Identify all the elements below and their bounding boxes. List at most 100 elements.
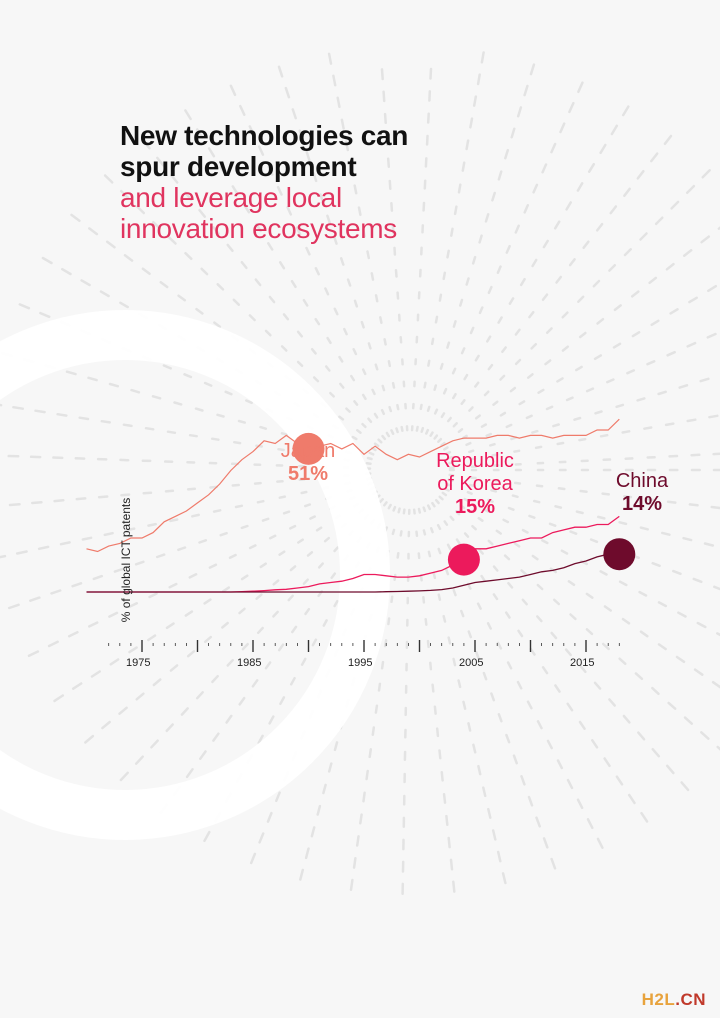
background-dash [27, 650, 40, 658]
background-dash [711, 680, 720, 689]
background-dash [222, 586, 231, 593]
background-dash [101, 720, 111, 730]
background-dash [268, 534, 277, 540]
background-dash [304, 847, 310, 860]
background-dash [92, 574, 104, 581]
background-dash [216, 283, 225, 291]
background-dash [387, 617, 391, 626]
background-dash [431, 501, 436, 508]
background-dash [295, 226, 302, 236]
background-dash [557, 487, 566, 491]
background-dash [491, 191, 496, 202]
background-dash [509, 386, 517, 393]
background-dash [315, 526, 323, 532]
background-dash [221, 621, 229, 629]
background-dash [311, 638, 318, 647]
background-dash [267, 242, 274, 251]
background-dash [438, 749, 442, 760]
background-dash [361, 368, 367, 376]
background-dash [599, 570, 608, 576]
background-dash [513, 542, 521, 548]
callout-korea-line-1: Republic [436, 450, 514, 472]
background-dash [568, 258, 576, 267]
background-dash [657, 643, 667, 651]
background-dash [622, 714, 631, 724]
background-dash [391, 224, 395, 234]
background-dash [682, 536, 693, 542]
background-dash [259, 562, 267, 569]
background-dash [424, 617, 428, 626]
title-line-1: New technologies can [120, 120, 409, 151]
background-dash [339, 257, 345, 266]
background-dash [383, 112, 387, 125]
series-line-japan [86, 418, 620, 553]
background-dash [383, 639, 388, 648]
background-dash [525, 414, 533, 420]
background-dash [555, 275, 563, 284]
background-dash [430, 337, 435, 346]
background-dash [521, 528, 529, 534]
background-dash [553, 220, 561, 230]
background-dash [53, 499, 65, 503]
background-dash [528, 310, 535, 319]
callout-japan-value: 51% [287, 463, 329, 485]
background-dash [566, 702, 574, 712]
background-dash [693, 668, 704, 676]
background-dash [427, 359, 431, 367]
background-dash [173, 401, 183, 406]
background-dash [518, 400, 526, 406]
background-dash [459, 298, 464, 307]
background-dash [440, 771, 444, 782]
background-dash [261, 517, 270, 522]
background-dash [399, 530, 403, 537]
background-dash [454, 510, 461, 516]
background-dash [390, 595, 394, 604]
background-dash [240, 260, 248, 270]
background-dash [666, 500, 677, 504]
background-dash [426, 112, 430, 124]
background-dash [513, 449, 521, 453]
background-dash [275, 791, 281, 803]
background-dash [640, 811, 649, 823]
background-dash [18, 303, 31, 310]
background-dash [685, 184, 696, 195]
background-dash [226, 243, 234, 253]
background-dash [396, 403, 400, 411]
background-dash [442, 387, 448, 395]
background-dash [568, 101, 575, 114]
background-dash [165, 622, 175, 630]
background-dash [639, 526, 649, 531]
background-dash [327, 52, 333, 65]
background-dash [467, 630, 473, 639]
background-dash [474, 381, 480, 388]
background-dash [291, 108, 297, 120]
background-dash [440, 441, 446, 447]
series-line-republic-of-korea [86, 515, 620, 593]
background-dash [120, 493, 131, 497]
background-dash [577, 295, 585, 303]
background-dash [243, 204, 251, 214]
background-dash [238, 696, 246, 706]
background-dash [380, 68, 384, 81]
background-dash [366, 456, 373, 461]
background-dash [396, 551, 400, 559]
background-dash [482, 671, 488, 681]
background-dash [516, 680, 523, 690]
background-dash [316, 804, 322, 816]
background-dash [708, 414, 719, 419]
background-dash [170, 174, 179, 184]
background-dash [256, 499, 265, 504]
background-dash [264, 661, 272, 670]
background-dash [360, 320, 365, 329]
x-tick-label: 2005 [459, 657, 483, 669]
background-dash [608, 263, 617, 272]
background-dash [505, 244, 511, 254]
background-dash [700, 731, 710, 740]
background-dash [487, 285, 493, 295]
background-dash [468, 449, 475, 454]
background-dash [566, 778, 574, 790]
background-dash [514, 224, 520, 234]
background-dash [657, 390, 667, 396]
background-dash [457, 679, 462, 689]
background-dash [643, 426, 653, 430]
